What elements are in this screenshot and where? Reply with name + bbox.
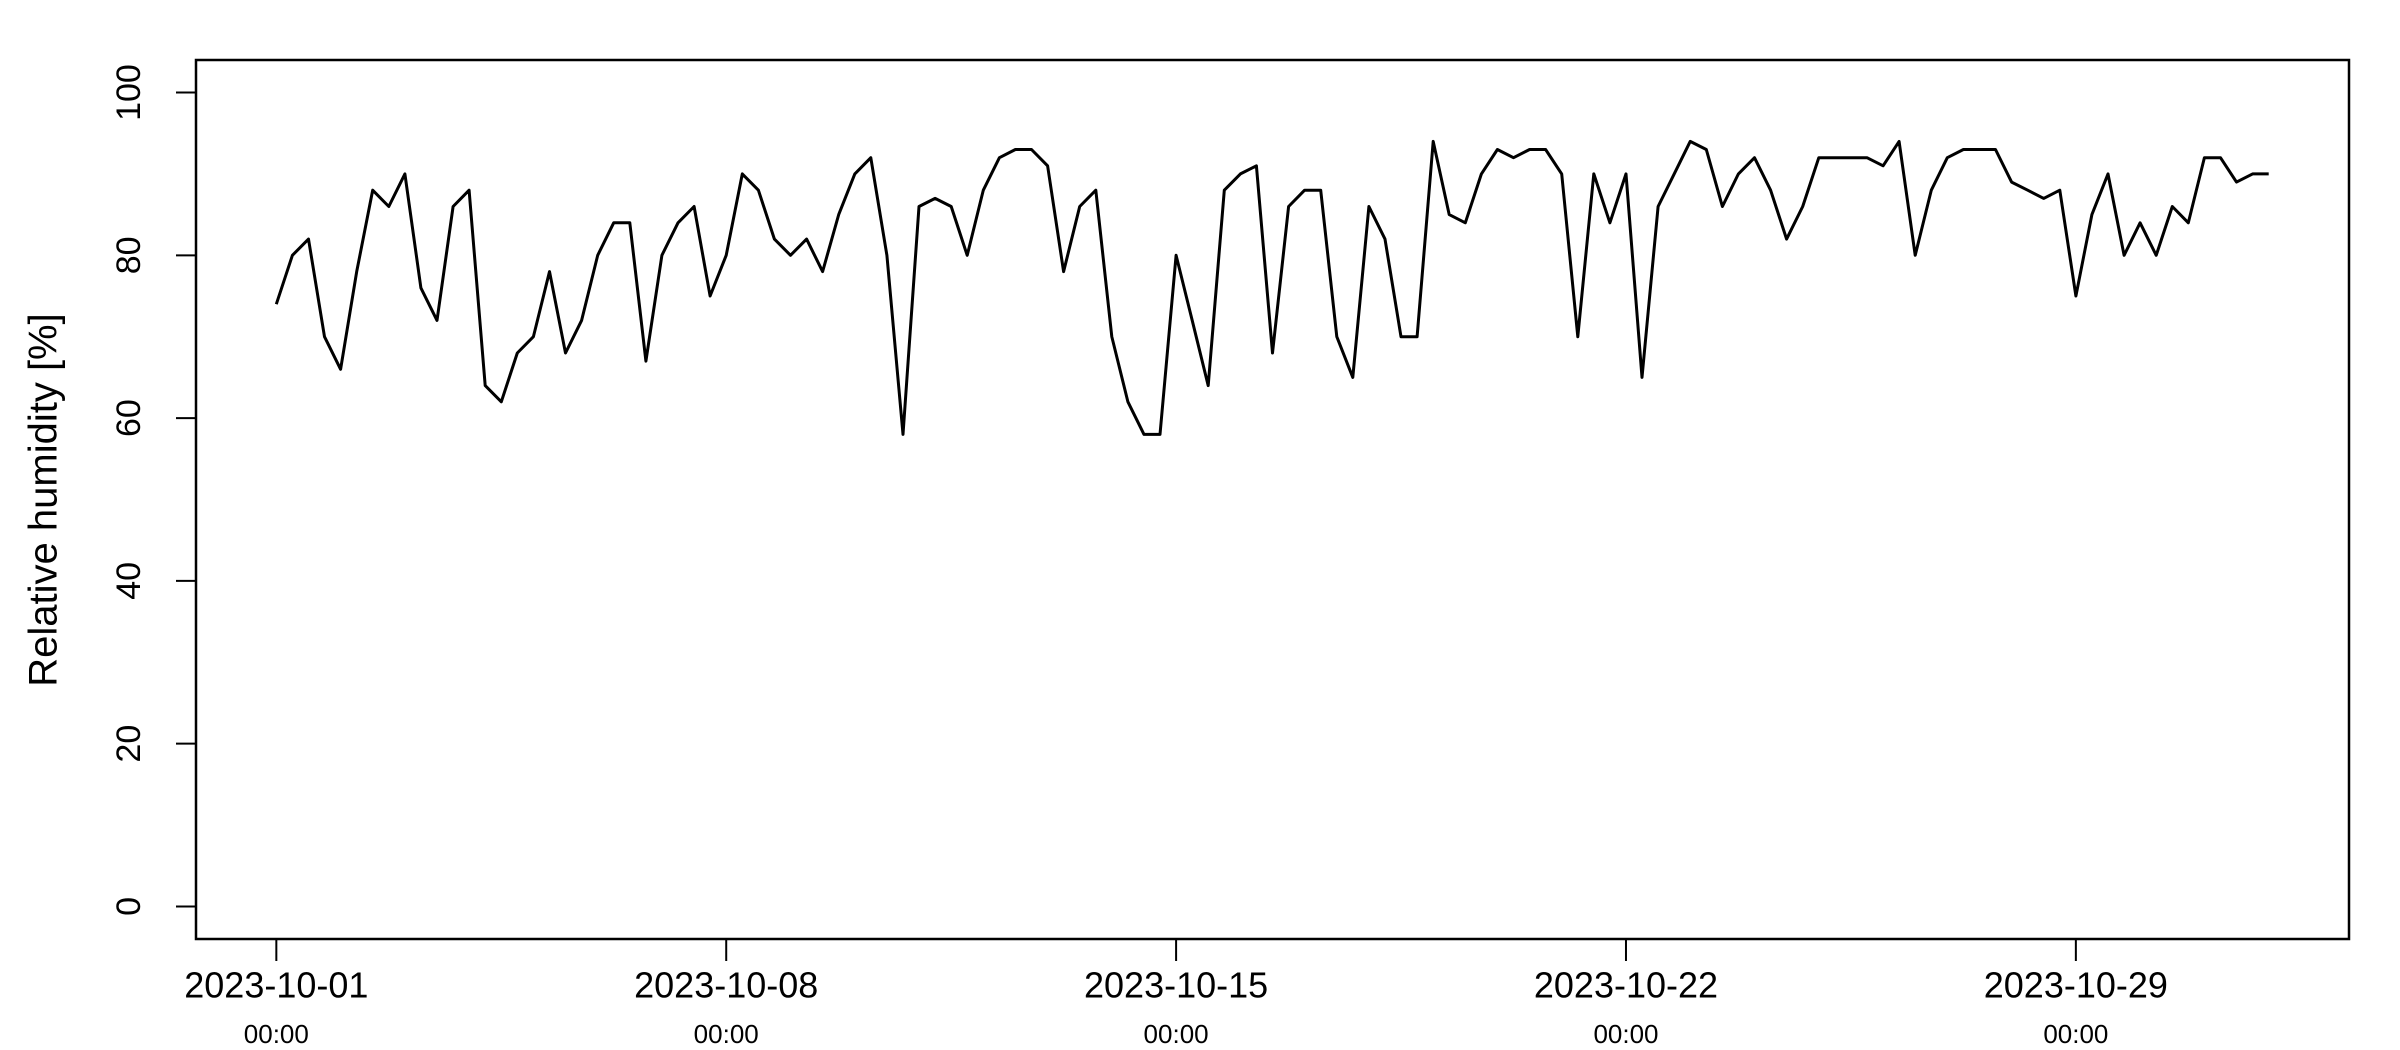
- x-tick-sublabel: 00:00: [1593, 1019, 1658, 1049]
- x-tick-sublabel: 00:00: [1144, 1019, 1209, 1049]
- y-tick-label: 100: [110, 64, 148, 121]
- x-tick-label: 2023-10-08: [634, 965, 818, 1006]
- x-tick-label: 2023-10-22: [1534, 965, 1718, 1006]
- x-tick-label: 2023-10-29: [1984, 965, 2168, 1006]
- y-axis-label: Relative humidity [%]: [22, 313, 66, 686]
- x-tick-sublabel: 00:00: [2043, 1019, 2108, 1049]
- y-tick-label: 80: [110, 236, 148, 274]
- plot-frame: [194, 58, 2351, 941]
- y-tick-label: 60: [110, 399, 148, 437]
- x-tick-label: 2023-10-01: [184, 965, 368, 1006]
- x-tick-sublabel: 00:00: [244, 1019, 309, 1049]
- y-tick-label: 0: [110, 897, 148, 916]
- x-tick-sublabel: 00:00: [694, 1019, 759, 1049]
- humidity-line: [274, 139, 2269, 436]
- y-tick-label: 20: [110, 725, 148, 763]
- x-tick-label: 2023-10-15: [1084, 965, 1268, 1006]
- y-tick-label: 40: [110, 562, 148, 600]
